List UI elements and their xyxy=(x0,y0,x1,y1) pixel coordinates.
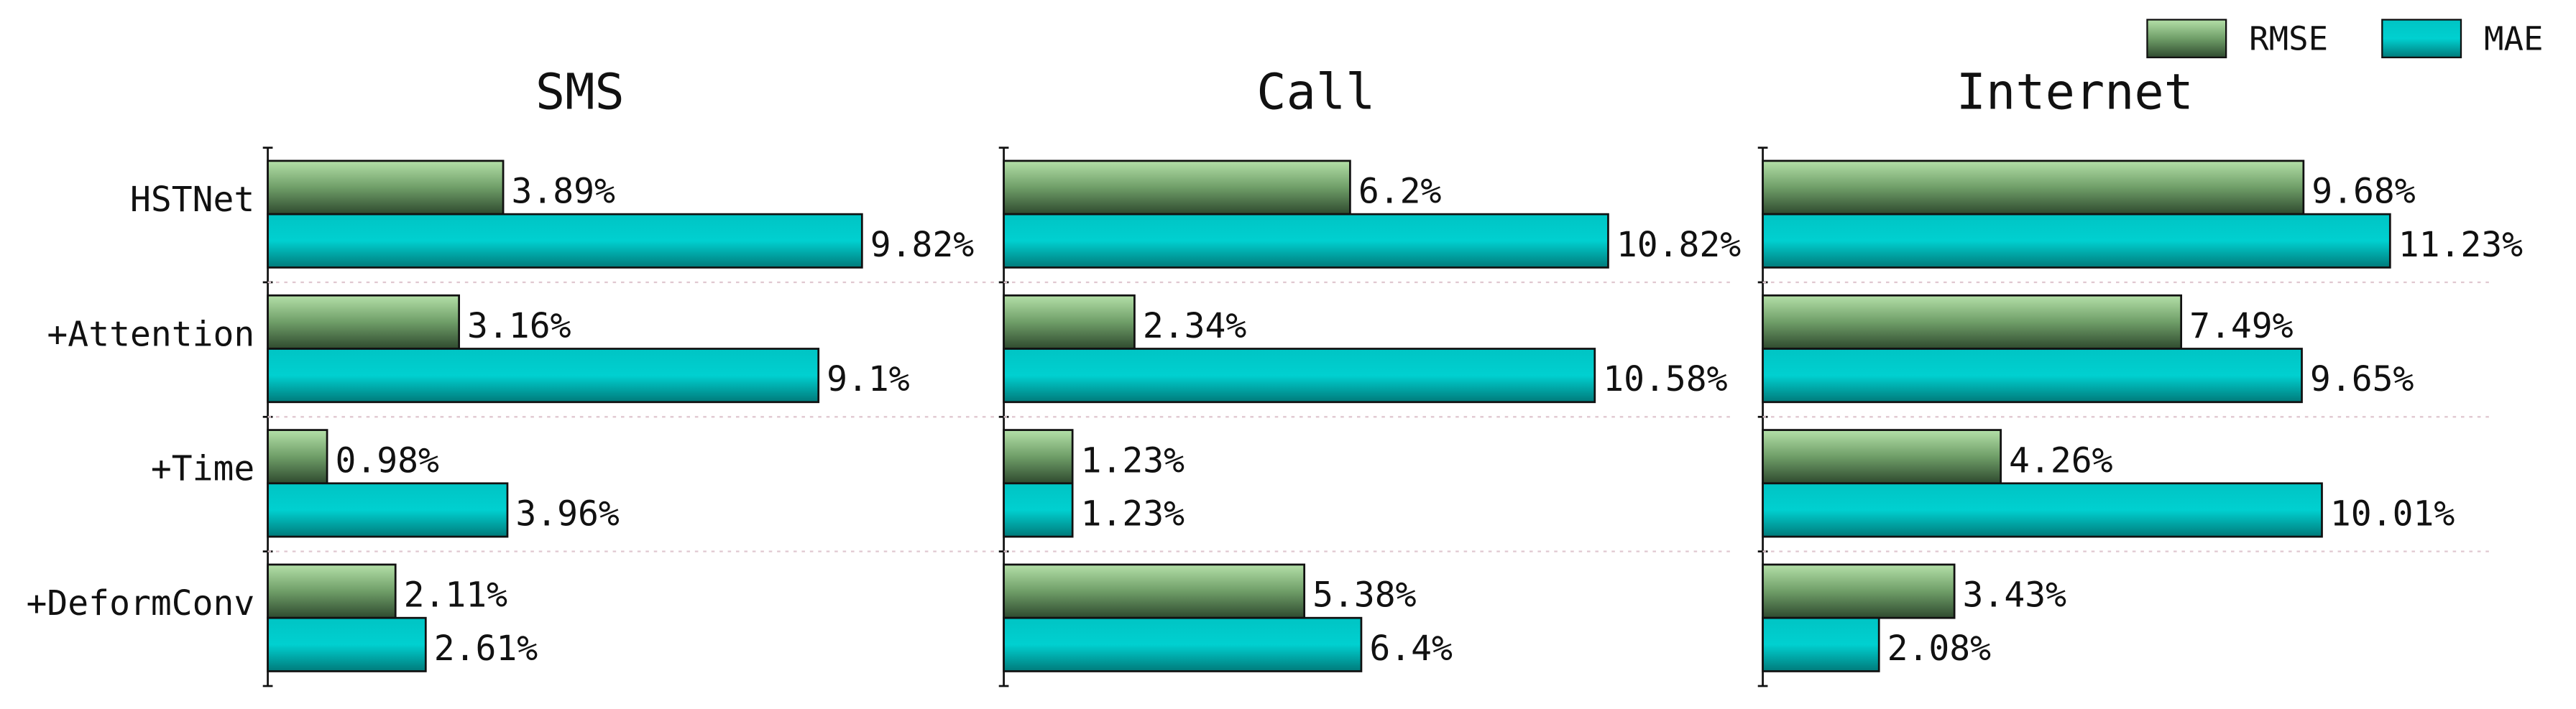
y-tick-label: +Time xyxy=(151,449,254,489)
bar xyxy=(1003,616,1363,672)
bar xyxy=(267,563,397,619)
value-label: 0.98% xyxy=(336,440,440,481)
panel-title: SMS xyxy=(535,64,625,121)
value-label: 5.38% xyxy=(1312,575,1417,616)
value-label: 6.4% xyxy=(1369,629,1453,669)
bar xyxy=(1003,159,1351,216)
bar xyxy=(267,482,509,538)
bar xyxy=(1762,159,2305,216)
value-label: 2.61% xyxy=(434,629,538,669)
bar xyxy=(1762,616,1880,672)
bar xyxy=(1003,429,1074,485)
bar xyxy=(1003,294,1136,350)
panel-title: Call xyxy=(1256,64,1375,121)
bar xyxy=(1762,348,2303,404)
value-label: 9.65% xyxy=(2310,359,2414,399)
bar xyxy=(267,159,505,216)
bar xyxy=(267,429,328,485)
y-tick-label: +Attention xyxy=(47,314,254,354)
value-label: 3.43% xyxy=(1963,575,2067,616)
value-label: 1.23% xyxy=(1081,494,1185,534)
legend-label: MAE xyxy=(2484,20,2544,58)
value-label: 10.01% xyxy=(2330,494,2455,534)
value-label: 4.26% xyxy=(2009,440,2113,481)
value-label: 2.11% xyxy=(404,575,508,616)
value-label: 7.49% xyxy=(2189,306,2294,346)
legend-swatch xyxy=(2146,19,2227,59)
bar xyxy=(267,213,863,269)
value-label: 2.08% xyxy=(1887,629,1992,669)
legend-label: RMSE xyxy=(2249,20,2328,58)
bar xyxy=(1762,482,2323,538)
bar xyxy=(1003,348,1596,404)
value-label: 2.34% xyxy=(1143,306,1247,346)
bar xyxy=(1003,213,1609,269)
y-tick-label: +DeformConv xyxy=(27,583,255,624)
bar xyxy=(267,616,427,672)
value-label: 10.58% xyxy=(1603,359,1727,399)
value-label: 11.23% xyxy=(2398,225,2523,265)
bar xyxy=(1762,563,1956,619)
value-label: 3.96% xyxy=(515,494,620,534)
bar xyxy=(267,294,460,350)
bar xyxy=(267,348,820,404)
legend-swatch xyxy=(2381,19,2462,59)
bar xyxy=(1762,294,2183,350)
value-label: 9.82% xyxy=(870,225,975,265)
value-label: 9.68% xyxy=(2312,172,2416,212)
bar xyxy=(1003,482,1074,538)
y-tick-label: HSTNet xyxy=(130,180,254,220)
value-label: 3.89% xyxy=(512,172,616,212)
bar xyxy=(1762,213,2391,269)
value-label: 1.23% xyxy=(1081,440,1185,481)
bar xyxy=(1762,429,2002,485)
value-label: 9.1% xyxy=(827,359,910,399)
value-label: 3.16% xyxy=(467,306,571,346)
value-label: 6.2% xyxy=(1358,172,1442,212)
bar xyxy=(1003,563,1306,619)
value-label: 10.82% xyxy=(1616,225,1741,265)
panel-title: Internet xyxy=(1956,64,2194,121)
